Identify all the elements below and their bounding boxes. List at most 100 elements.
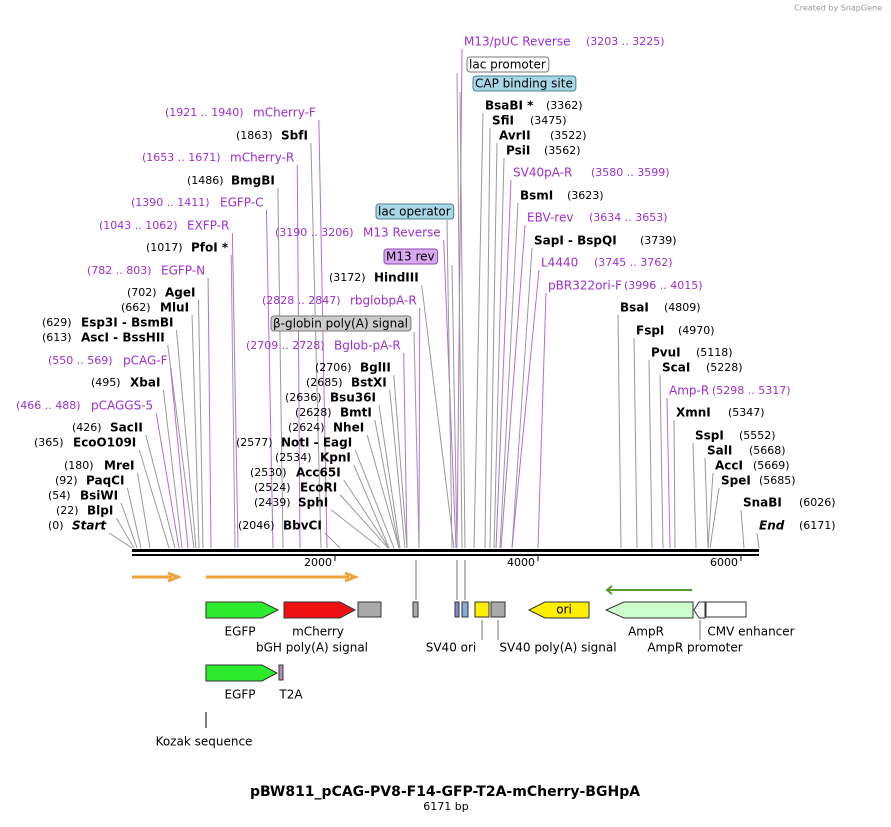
site-line bbox=[648, 359, 653, 549]
feature-line bbox=[456, 72, 463, 549]
site-line bbox=[633, 337, 638, 549]
site-position: (466 .. 488) bbox=[16, 399, 81, 412]
ruler-label: 4000 bbox=[507, 556, 535, 569]
site-name: PfoI * bbox=[191, 241, 229, 255]
feature-box-label: β-globin poly(A) signal bbox=[273, 317, 408, 331]
site-name: SfiI bbox=[492, 114, 514, 128]
site-name: NotI - EagI bbox=[281, 436, 352, 450]
site-position: (3739) bbox=[640, 234, 677, 247]
site-line bbox=[673, 419, 676, 549]
site-position: (5228) bbox=[706, 361, 743, 374]
site-position: (5298 .. 5317) bbox=[712, 384, 791, 397]
site-position: (2577) bbox=[236, 436, 273, 449]
ruler bbox=[132, 549, 759, 556]
site-position: (495) bbox=[91, 376, 121, 389]
site-line bbox=[265, 209, 274, 549]
site-line bbox=[489, 142, 498, 549]
site-line bbox=[126, 487, 142, 549]
logo: Created by SnapGene bbox=[794, 4, 882, 13]
site-name: BbvCI bbox=[283, 519, 322, 533]
site-name: ScaI bbox=[662, 361, 690, 375]
site-line bbox=[175, 329, 197, 549]
feature-line bbox=[446, 219, 453, 549]
site-line bbox=[155, 412, 180, 549]
site-name: MluI bbox=[160, 301, 189, 315]
site-position: (6026) bbox=[799, 496, 836, 509]
site-position: (550 .. 569) bbox=[48, 354, 113, 367]
site-name: SapI - BspQI bbox=[534, 234, 617, 248]
site-name: EXFP-R bbox=[187, 219, 229, 233]
site-position: (3634 .. 3653) bbox=[589, 211, 668, 224]
feature-label: SV40 poly(A) signal bbox=[499, 641, 616, 655]
site-name: XmnI bbox=[676, 406, 711, 420]
site-name: M13 Reverse bbox=[363, 226, 441, 240]
site-line bbox=[374, 419, 400, 549]
site-position: (2046) bbox=[238, 519, 275, 532]
site-name: HindIII bbox=[374, 271, 419, 285]
site-line bbox=[378, 404, 401, 549]
site-lines bbox=[108, 48, 760, 549]
site-position: (5685) bbox=[759, 474, 796, 487]
site-name: AccI bbox=[715, 459, 743, 473]
site-name: AgeI bbox=[165, 286, 195, 300]
site-position: (2828 .. 2847) bbox=[262, 294, 341, 307]
site-name: BmgBI bbox=[231, 174, 275, 188]
feature-label: AmpR bbox=[628, 625, 664, 639]
site-position: (1921 .. 1940) bbox=[165, 106, 244, 119]
site-position: (1486) bbox=[187, 174, 224, 187]
site-line bbox=[353, 464, 390, 549]
site-line bbox=[318, 119, 328, 549]
site-name: L4440 bbox=[541, 256, 578, 270]
site-name: mCherry-R bbox=[230, 151, 294, 165]
site-name: MreI bbox=[104, 459, 134, 473]
site-line bbox=[500, 224, 526, 549]
site-name: SpeI bbox=[721, 474, 751, 488]
feature-label: bGH poly(A) signal bbox=[256, 641, 368, 655]
site-name: EGFP-N bbox=[161, 264, 205, 278]
site-position: (3623) bbox=[567, 189, 604, 202]
site-position: (3562) bbox=[544, 144, 581, 157]
site-name: SnaBI bbox=[743, 496, 782, 510]
feature-label: ori bbox=[556, 603, 572, 617]
site-line bbox=[136, 472, 151, 549]
site-position: (1863) bbox=[236, 129, 273, 142]
site-position: (22) bbox=[56, 504, 79, 517]
site-line bbox=[495, 179, 512, 549]
site-name: BglII bbox=[360, 361, 391, 375]
site-position: (3522) bbox=[550, 129, 587, 142]
site-name: AscI - BssHII bbox=[81, 331, 165, 345]
site-name: SV40pA-R bbox=[513, 166, 572, 180]
site-line bbox=[707, 472, 714, 549]
feature-box bbox=[472, 75, 577, 92]
site-position: (426) bbox=[72, 421, 102, 434]
feature-line bbox=[459, 91, 466, 549]
site-line bbox=[393, 374, 408, 549]
site-position: (1390 .. 1411) bbox=[131, 196, 210, 209]
site-line bbox=[230, 254, 236, 549]
site-position: (92) bbox=[55, 474, 78, 487]
site-name: SacII bbox=[110, 421, 143, 435]
feature-label: SV40 ori bbox=[426, 641, 477, 655]
site-position: (3996 .. 4015) bbox=[624, 279, 703, 292]
feature-box bbox=[270, 315, 412, 332]
site-name: pCAG-F bbox=[123, 354, 168, 368]
detail-label: EGFP bbox=[224, 688, 255, 702]
site-name: KpnI bbox=[320, 451, 351, 465]
site-position: (1043 .. 1062) bbox=[99, 219, 178, 232]
site-line bbox=[389, 389, 406, 549]
site-line bbox=[366, 434, 400, 549]
site-name: EcoRI bbox=[300, 481, 337, 495]
site-position: (3745 .. 3762) bbox=[594, 256, 673, 269]
site-name: BsaI bbox=[620, 301, 649, 315]
site-name: BsiWI bbox=[80, 489, 118, 503]
site-line bbox=[511, 247, 533, 549]
site-position: (0) bbox=[48, 519, 64, 532]
site-name: EGFP-C bbox=[220, 196, 263, 210]
site-line bbox=[108, 532, 133, 549]
site-line bbox=[418, 307, 421, 549]
site-name: AvrII bbox=[499, 129, 531, 143]
site-name: Esp3I - BsmBI bbox=[81, 316, 173, 330]
site-position: (2685) bbox=[306, 376, 343, 389]
site-position: (702) bbox=[127, 286, 157, 299]
site-name: mCherry-F bbox=[253, 106, 316, 120]
